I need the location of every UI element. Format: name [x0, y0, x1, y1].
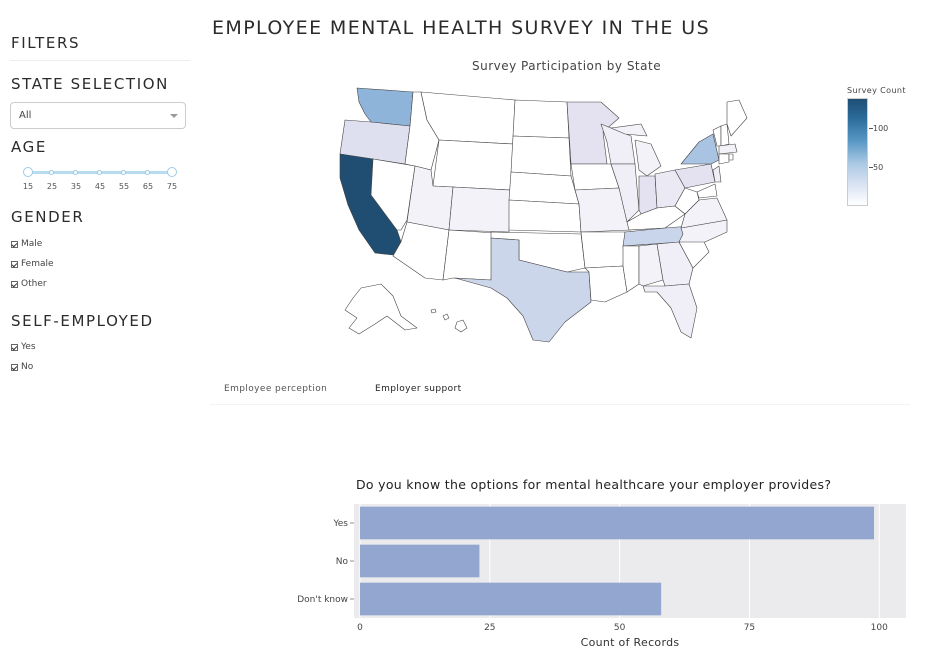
colorbar — [847, 98, 868, 206]
map-title: Survey Participation by State — [472, 59, 662, 73]
checkbox-checked-icon[interactable] — [11, 240, 18, 248]
bar[interactable] — [360, 506, 875, 540]
slider-mark-label: 55 — [118, 182, 130, 191]
state-south-dakota — [510, 135, 572, 177]
state-dropdown[interactable]: All — [10, 102, 186, 129]
checkbox-label: Female — [21, 259, 54, 269]
state-michigan — [610, 123, 662, 177]
checkbox-checked-icon[interactable] — [11, 343, 18, 351]
filters-title: FILTERS — [11, 34, 81, 52]
state-washington — [356, 87, 414, 127]
state-dropdown-value: All — [19, 110, 32, 121]
colorbar-tick-label: 100 — [873, 124, 889, 133]
checkbox-checked-icon[interactable] — [11, 363, 18, 371]
x-tick-label: 25 — [484, 623, 495, 633]
state-wyoming — [432, 139, 514, 191]
bar-chart-title: Do you know the options for mental healt… — [356, 477, 832, 492]
state-kansas — [508, 199, 582, 233]
y-tick-label: Yes — [332, 519, 348, 529]
state-maryland — [696, 183, 718, 199]
x-tick-label: 100 — [871, 623, 888, 633]
slider-mark-label: 25 — [46, 182, 58, 191]
colorbar-tick-label: 50 — [873, 163, 884, 172]
age-title: AGE — [11, 138, 47, 156]
slider-mark-label: 45 — [94, 182, 106, 191]
tab-divider — [210, 404, 910, 405]
slider-mark-dot — [49, 170, 54, 175]
checkbox-label: Yes — [21, 342, 36, 352]
bar[interactable] — [360, 544, 480, 578]
state-florida — [642, 283, 698, 339]
self-employed-checkbox-no[interactable]: No — [11, 362, 33, 372]
state-selection-title: STATE SELECTION — [11, 75, 169, 93]
state-nebraska — [508, 171, 580, 205]
x-tick-label: 75 — [744, 623, 755, 633]
state-north-dakota — [512, 99, 570, 139]
state-hawaii — [430, 308, 468, 333]
y-tick-label: Don't know — [297, 595, 348, 605]
slider-mark-dot — [145, 170, 150, 175]
x-axis-label: Count of Records — [581, 636, 680, 649]
state-arizona — [392, 221, 450, 281]
state-west-virginia — [674, 187, 700, 215]
checkbox-label: No — [21, 362, 34, 372]
state-maine — [726, 99, 748, 137]
state-rhode-island — [728, 153, 734, 161]
state-alabama — [638, 243, 664, 287]
checkbox-label: Male — [21, 239, 43, 249]
state-arkansas — [580, 231, 626, 269]
colorbar-tick — [869, 167, 873, 168]
slider-mark-label: 65 — [142, 182, 154, 191]
gender-checkbox-male[interactable]: Male — [11, 239, 42, 249]
gender-checkbox-other[interactable]: Other — [11, 279, 47, 289]
checkbox-label: Other — [21, 279, 47, 289]
state-colorado — [448, 186, 512, 233]
chevron-down-icon[interactable] — [170, 114, 178, 118]
tab-employee-perception[interactable]: Employee perception — [224, 384, 328, 394]
page-title: EMPLOYEE MENTAL HEALTH SURVEY IN THE US — [212, 17, 711, 39]
self-employed-checkbox-yes[interactable]: Yes — [11, 342, 36, 352]
state-new-york — [680, 133, 720, 165]
state-connecticut — [718, 153, 730, 165]
us-choropleth-map[interactable] — [335, 80, 755, 345]
bar[interactable] — [360, 582, 662, 616]
checkbox-checked-icon[interactable] — [11, 280, 18, 288]
self-employed-title: SELF-EMPLOYED — [11, 312, 154, 330]
slider-mark-dot — [73, 170, 78, 175]
slider-mark-label: 35 — [70, 182, 82, 191]
state-alaska — [344, 283, 418, 335]
tab-bar: Employee perception Employer support — [210, 376, 910, 406]
checkbox-checked-icon[interactable] — [11, 260, 18, 268]
state-iowa — [570, 163, 620, 191]
x-tick-label: 0 — [357, 623, 363, 633]
colorbar-title: Survey Count — [847, 86, 906, 95]
gender-title: GENDER — [11, 208, 85, 226]
y-tick-label: No — [336, 557, 349, 567]
slider-handle-min[interactable] — [23, 167, 33, 177]
state-mississippi — [622, 245, 640, 293]
sidebar: FILTERS STATE SELECTION All AGE 15 25 35… — [0, 0, 200, 652]
divider — [10, 60, 190, 61]
slider-mark-dot — [97, 170, 102, 175]
state-new-hampshire — [720, 123, 730, 147]
state-texas — [454, 237, 592, 343]
state-new-mexico — [442, 229, 496, 281]
slider-handle-max[interactable] — [167, 167, 177, 177]
slider-mark-label: 15 — [22, 182, 34, 191]
state-new-jersey — [712, 165, 722, 183]
state-illinois — [610, 163, 640, 223]
state-massachusetts — [718, 143, 738, 155]
colorbar-tick — [869, 128, 873, 129]
age-range-slider[interactable]: 15 25 35 45 55 65 75 — [22, 166, 182, 194]
state-louisiana — [584, 265, 628, 303]
x-tick-label: 50 — [614, 623, 626, 633]
bar-chart[interactable]: 0 25 50 75 100 Yes No Don't know Count of Record… — [280, 500, 920, 652]
state-indiana — [638, 175, 658, 215]
slider-mark-label: 75 — [166, 182, 178, 191]
slider-mark-dot — [121, 170, 126, 175]
gender-checkbox-female[interactable]: Female — [11, 259, 54, 269]
tab-employer-support[interactable]: Employer support — [375, 384, 462, 394]
